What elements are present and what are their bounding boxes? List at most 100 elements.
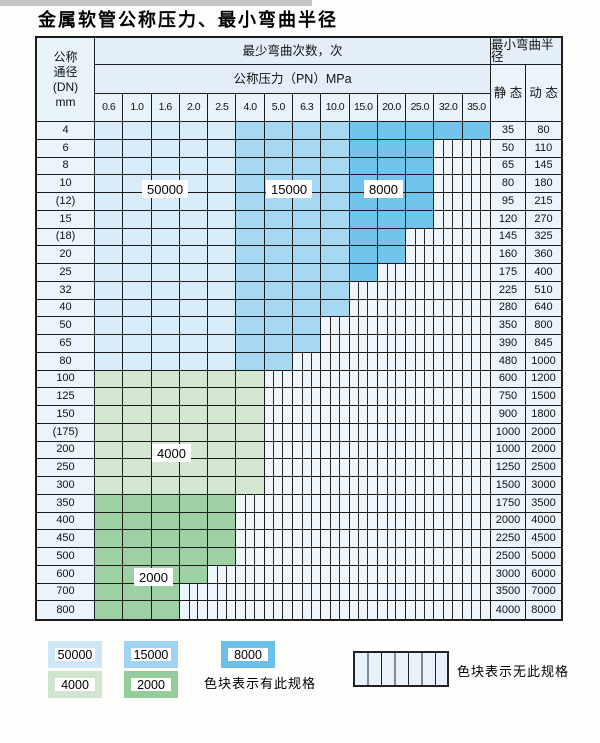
spec-cell-available — [293, 317, 322, 335]
spec-cell-available — [293, 281, 322, 300]
spec-cell-unavailable — [377, 565, 407, 584]
spec-cell-unavailable — [179, 583, 209, 602]
spec-cell-unavailable — [377, 317, 407, 335]
pressure-bend-table: 公称 通径 (DN) mm 最少弯曲次数，次 最小弯曲半径 公称压力（PN）MPa 静 态动 … — [35, 36, 563, 621]
spec-cell-unavailable — [377, 548, 407, 566]
spec-cell-unavailable — [321, 477, 350, 495]
spec-cell-available — [349, 139, 378, 158]
spec-cell-unavailable — [293, 583, 322, 602]
spec-cell-unavailable — [434, 459, 463, 477]
spec-cell-available — [123, 246, 152, 264]
static-radius-value: 175 — [491, 264, 526, 282]
spec-cell-unavailable — [349, 512, 378, 531]
spec-cell-available — [208, 335, 237, 353]
spec-cell-available — [95, 139, 124, 158]
spec-cell-available — [293, 335, 322, 353]
spec-cell-available — [321, 122, 350, 140]
spec-cell-unavailable — [462, 264, 491, 282]
spec-cell-available — [95, 246, 124, 264]
spec-cell-available — [151, 228, 180, 247]
spec-cell-available — [406, 157, 435, 176]
spec-cell-unavailable — [462, 548, 491, 566]
spec-cell-unavailable — [462, 370, 491, 389]
spec-cell-available — [151, 459, 180, 477]
spec-cell-available — [377, 228, 407, 247]
spec-cell-unavailable — [179, 601, 209, 619]
spec-cell-unavailable — [377, 583, 407, 602]
spec-cell-unavailable — [434, 317, 463, 335]
spec-cell-available — [236, 264, 265, 282]
dn-cell: 150 — [37, 406, 95, 424]
spec-cell-available — [264, 352, 293, 371]
spec-cell-unavailable — [264, 583, 293, 602]
spec-cell-unavailable — [462, 317, 491, 335]
min-bend-radius-header: 最小弯曲半径 — [491, 38, 561, 65]
spec-cell-unavailable — [377, 441, 407, 460]
dynamic-radius-value: 80 — [526, 122, 561, 140]
dn-cell: (18) — [37, 228, 95, 247]
spec-cell-available — [434, 122, 463, 140]
static-radius-value: 1750 — [491, 494, 526, 513]
spec-cell-available — [151, 423, 180, 442]
spec-cell-available — [236, 335, 265, 353]
spec-cell-unavailable — [462, 299, 491, 318]
spec-cell-available — [321, 210, 350, 229]
spec-cell-available — [123, 335, 152, 353]
spec-cell-available — [406, 122, 435, 140]
bend-cycles-header: 最少弯曲次数，次 — [95, 38, 491, 65]
spec-cell-available — [293, 264, 322, 282]
spec-cell-available — [95, 512, 124, 531]
spec-cell-available — [123, 299, 152, 318]
spec-cell-unavailable — [264, 459, 293, 477]
spec-cell-unavailable — [264, 565, 293, 584]
corner-line: mm — [55, 95, 76, 109]
spec-cell-unavailable — [462, 530, 491, 548]
spec-cell-unavailable — [377, 406, 407, 424]
spec-cell-unavailable — [349, 388, 378, 406]
spec-cell-unavailable — [434, 175, 463, 193]
page-title: 金属软管公称压力、最小弯曲半径 — [38, 10, 338, 31]
spec-cell-unavailable — [434, 139, 463, 158]
spec-cell-unavailable — [321, 317, 350, 335]
spec-cell-available — [123, 352, 152, 371]
spec-cell-available — [236, 477, 265, 495]
nominal-pressure-header: 公称压力（PN）MPa — [95, 65, 491, 94]
spec-cell-unavailable — [462, 459, 491, 477]
spec-cell-unavailable — [349, 477, 378, 495]
spec-cell-available — [264, 157, 293, 176]
spec-cell-unavailable — [236, 530, 265, 548]
spec-cell-available — [264, 246, 293, 264]
spec-cell-unavailable — [434, 210, 463, 229]
spec-cell-available — [321, 299, 350, 318]
spec-cell-available — [123, 423, 152, 442]
spec-cell-unavailable — [264, 601, 293, 619]
spec-cell-unavailable — [434, 264, 463, 282]
spec-cell-available — [95, 210, 124, 229]
dn-cell: 200 — [37, 441, 95, 460]
spec-cell-available — [179, 512, 209, 531]
pressure-column-label: 15.0 — [349, 94, 378, 122]
dynamic-radius-value: 2000 — [526, 423, 561, 442]
spec-cell-available — [95, 228, 124, 247]
spec-cell-unavailable — [349, 441, 378, 460]
pressure-column-label: 5.0 — [264, 94, 293, 122]
spec-cell-unavailable — [434, 388, 463, 406]
spec-cell-available — [151, 352, 180, 371]
spec-cell-unavailable — [406, 264, 435, 282]
pressure-column-label: 0.6 — [95, 94, 124, 122]
spec-cell-unavailable — [293, 565, 322, 584]
spec-cell-available — [123, 281, 152, 300]
spec-cell-available — [264, 335, 293, 353]
static-radius-value: 120 — [491, 210, 526, 229]
legend-swatch: 2000 — [124, 671, 178, 698]
spec-cell-available — [95, 299, 124, 318]
dynamic-radius-value: 3500 — [526, 494, 561, 513]
spec-cell-available — [179, 299, 209, 318]
spec-cell-available — [264, 317, 293, 335]
spec-cell-unavailable — [377, 264, 407, 282]
dn-cell: 600 — [37, 565, 95, 584]
spec-cell-unavailable — [321, 406, 350, 424]
dynamic-radius-value: 180 — [526, 175, 561, 193]
spec-cell-available — [236, 139, 265, 158]
spec-cell-available — [123, 459, 152, 477]
